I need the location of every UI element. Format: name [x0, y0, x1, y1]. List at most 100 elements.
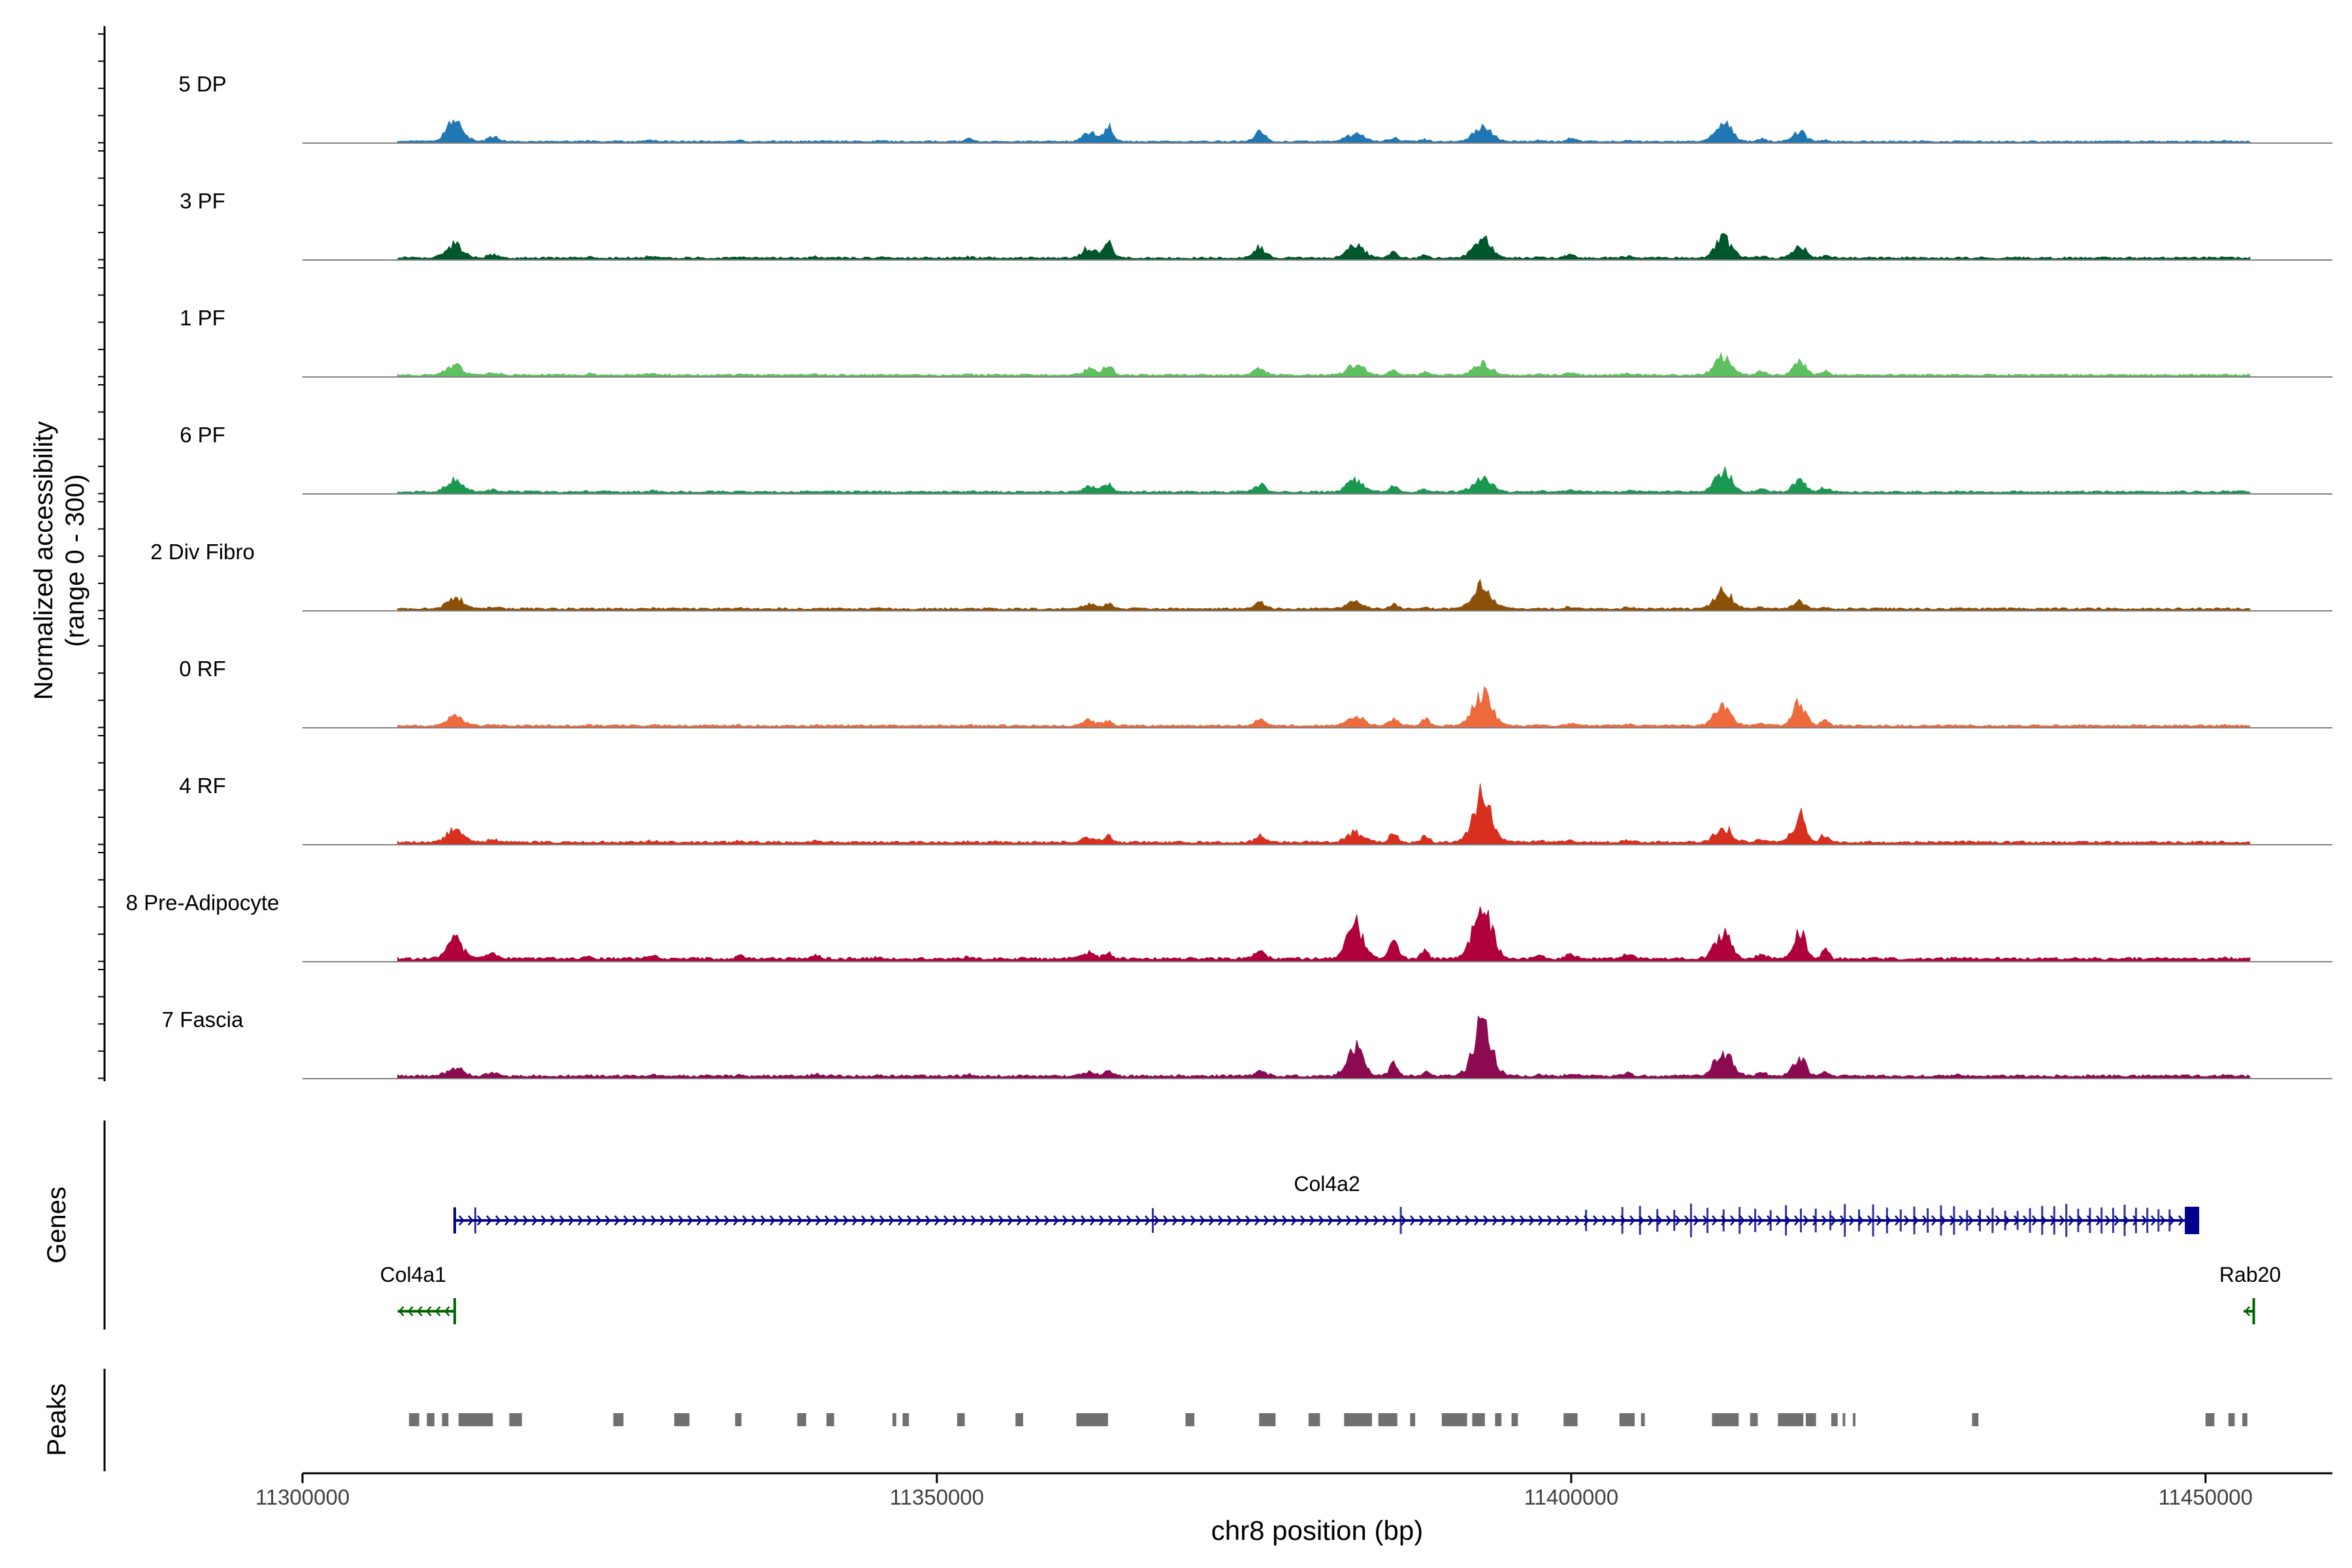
peak-22: [1472, 1413, 1485, 1426]
strand-arrow: [1812, 1215, 1818, 1226]
strand-arrow: [962, 1215, 968, 1226]
coverage-series-0: [397, 119, 2251, 144]
strand-arrow: [760, 1215, 766, 1226]
strand-arrow: [1300, 1215, 1306, 1226]
peak-4: [509, 1413, 522, 1426]
strand-arrow: [398, 1306, 404, 1316]
strand-arrow: [1117, 1215, 1123, 1226]
x-axis-label: chr8 position (bp): [1211, 1515, 1424, 1546]
strand-arrow: [1282, 1215, 1288, 1226]
strand-arrow: [770, 1215, 776, 1226]
strand-arrow: [1273, 1215, 1279, 1226]
strand-arrow: [1355, 1215, 1361, 1226]
gene-exon: [2016, 1211, 2019, 1230]
x-tick-label: 11450000: [2159, 1485, 2253, 1509]
strand-arrow: [907, 1215, 913, 1226]
coverage-track-1: [302, 233, 2332, 261]
strand-arrow: [2032, 1215, 2038, 1226]
strand-arrow: [532, 1215, 538, 1226]
strand-arrow: [943, 1215, 949, 1226]
strand-arrow: [407, 1306, 414, 1316]
strand-arrow: [578, 1215, 583, 1226]
peak-16: [1259, 1413, 1276, 1426]
strand-arrow: [2078, 1215, 2083, 1226]
peak-28: [1712, 1413, 1739, 1426]
strand-arrow: [925, 1215, 931, 1226]
peaks-panel-label: Peaks: [42, 1383, 71, 1456]
coverage-track-5: [302, 685, 2332, 728]
peak-25: [1563, 1413, 1578, 1426]
gene-exon: [1899, 1209, 1902, 1232]
strand-arrow: [989, 1215, 995, 1226]
strand-arrow: [523, 1215, 529, 1226]
strand-arrow: [623, 1215, 629, 1226]
strand-arrow: [486, 1215, 492, 1226]
strand-arrow: [2132, 1215, 2138, 1226]
strand-arrow: [1135, 1215, 1141, 1226]
gene-exon: [2123, 1204, 2126, 1236]
strand-arrow: [1392, 1215, 1397, 1226]
peak-33: [1842, 1413, 1846, 1426]
track-label-3: 6 PF: [180, 423, 225, 447]
strand-arrow: [898, 1215, 904, 1226]
coverage-tracks: [302, 119, 2332, 1079]
strand-arrow: [1849, 1215, 1855, 1226]
peak-11: [902, 1413, 909, 1426]
strand-arrow: [1483, 1215, 1489, 1226]
strand-arrow: [2004, 1215, 2010, 1226]
strand-arrow: [1163, 1215, 1169, 1226]
strand-arrow: [1446, 1215, 1452, 1226]
gene-exon: [1639, 1205, 1641, 1235]
strand-arrow: [1730, 1215, 1736, 1226]
x-tick-label: 11350000: [890, 1485, 984, 1509]
strand-arrow: [434, 1306, 441, 1316]
gene-exon: [1673, 1210, 1676, 1232]
coverage-track-0: [302, 119, 2332, 144]
strand-arrow: [1556, 1215, 1562, 1226]
coverage-track-3: [302, 466, 2332, 495]
strand-arrow: [2142, 1215, 2148, 1226]
strand-arrow: [1465, 1215, 1471, 1226]
coverage-track-8: [302, 1015, 2332, 1079]
strand-arrow: [1968, 1215, 1974, 1226]
gene-exon: [1814, 1208, 1817, 1233]
strand-arrow: [1657, 1215, 1663, 1226]
gene-rab20: Rab20: [2219, 1263, 2281, 1324]
coverage-track-2: [302, 351, 2332, 378]
strand-arrow: [1209, 1215, 1215, 1226]
strand-arrow: [953, 1215, 958, 1226]
strand-arrow: [2114, 1215, 2120, 1226]
strand-arrow: [1922, 1215, 1928, 1226]
strand-arrow: [2023, 1215, 2029, 1226]
strand-arrow: [843, 1215, 849, 1226]
peak-34: [1853, 1413, 1855, 1426]
strand-arrow: [1959, 1215, 1965, 1226]
y-axis-label: Normalized accessibility: [29, 421, 58, 700]
track-label-6: 4 RF: [179, 774, 226, 798]
strand-arrow: [1904, 1215, 1910, 1226]
track-label-1: 3 PF: [180, 189, 225, 213]
strand-arrow: [504, 1215, 510, 1226]
strand-arrow: [751, 1215, 757, 1226]
gene-exon: [1844, 1203, 1846, 1237]
strand-arrow: [1145, 1215, 1151, 1226]
strand-arrow: [1693, 1215, 1699, 1226]
strand-arrow: [1419, 1215, 1425, 1226]
gene-exon: [1769, 1210, 1772, 1231]
peak-36: [2205, 1413, 2215, 1426]
strand-arrow: [1492, 1215, 1498, 1226]
gene-exon: [2029, 1208, 2031, 1233]
strand-arrow: [605, 1215, 611, 1226]
strand-arrow: [1611, 1215, 1617, 1226]
strand-arrow: [1236, 1215, 1242, 1226]
gene-exon: [2146, 1207, 2149, 1233]
coverage-series-6: [397, 783, 2251, 845]
gene-exon: [1152, 1208, 1154, 1233]
strand-arrow: [1437, 1215, 1443, 1226]
x-tick-label: 11300000: [255, 1485, 350, 1509]
strand-arrow: [1629, 1215, 1635, 1226]
peak-8: [797, 1413, 806, 1426]
strand-arrow: [934, 1215, 940, 1226]
strand-arrow: [1291, 1215, 1297, 1226]
